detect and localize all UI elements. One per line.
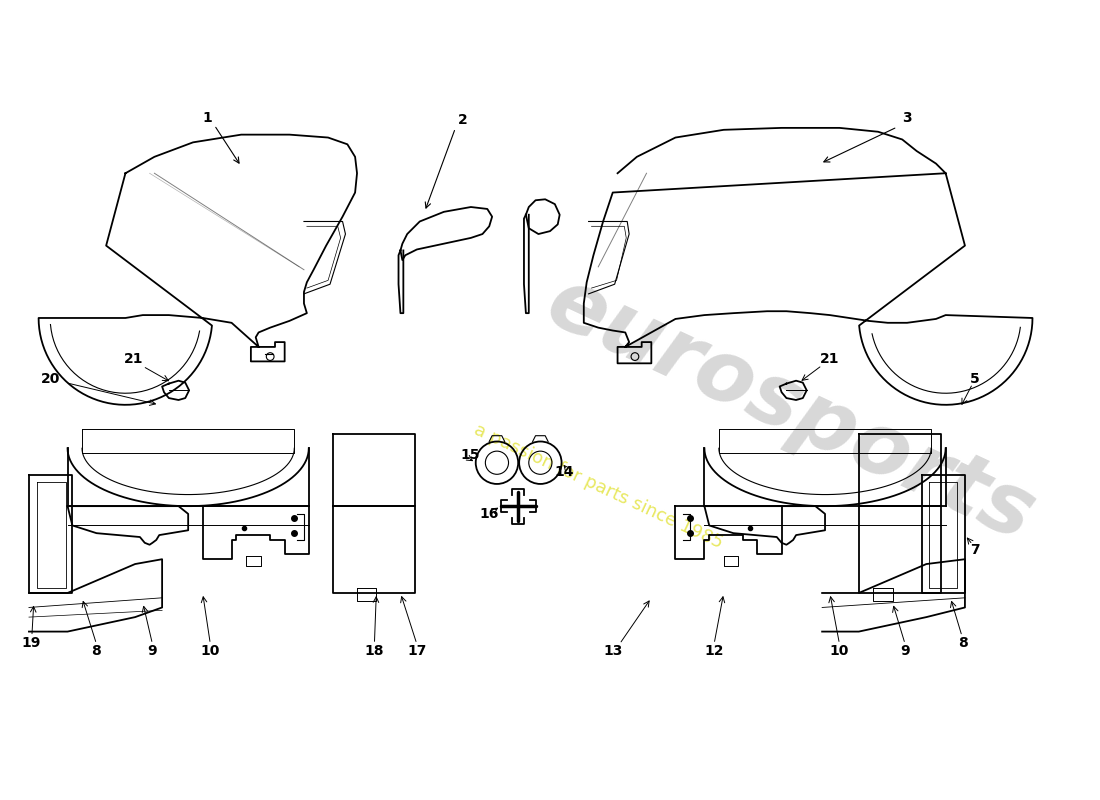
Text: 17: 17 [407, 644, 427, 658]
Text: 10: 10 [200, 644, 220, 658]
Text: 8: 8 [91, 644, 101, 658]
Text: 9: 9 [900, 644, 910, 658]
Text: 1: 1 [202, 111, 212, 126]
Text: 18: 18 [364, 644, 384, 658]
Text: eurosports: eurosports [535, 261, 1048, 559]
Text: 14: 14 [554, 466, 574, 479]
Text: 20: 20 [41, 372, 59, 386]
Text: 21: 21 [821, 353, 839, 366]
Text: 7: 7 [970, 542, 979, 557]
Text: 10: 10 [829, 644, 849, 658]
Text: 9: 9 [147, 644, 157, 658]
Text: 21: 21 [123, 353, 143, 366]
Text: a passion for parts since 1985: a passion for parts since 1985 [471, 421, 726, 553]
Text: 13: 13 [603, 644, 623, 658]
Text: 3: 3 [902, 111, 912, 126]
Text: 16: 16 [480, 507, 499, 521]
Text: 12: 12 [704, 644, 724, 658]
Text: 19: 19 [21, 636, 41, 650]
Text: 2: 2 [459, 113, 468, 127]
Text: 8: 8 [958, 636, 968, 650]
Text: 5: 5 [970, 372, 979, 386]
Text: 15: 15 [460, 448, 480, 462]
